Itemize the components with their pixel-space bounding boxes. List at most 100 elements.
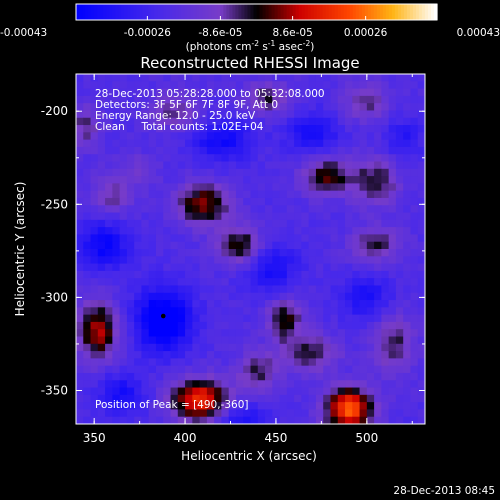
heatmap-cell [250,249,259,257]
heatmap-cell [417,190,426,199]
heatmap-cell [170,285,179,294]
heatmap-cell [250,329,259,337]
heatmap-cell [163,372,171,381]
heatmap-cell [235,263,244,272]
heatmap-cell [359,81,368,89]
heatmap-cell [126,205,135,213]
heatmap-cell [76,321,84,330]
heatmap-cell [112,343,121,352]
heatmap-cell [388,394,397,403]
heatmap-cell [279,190,288,199]
heatmap-cell [97,234,106,243]
heatmap-cell [228,387,237,396]
heatmap-cell [323,234,331,243]
heatmap-cell [257,278,266,286]
heatmap-cell [388,88,397,97]
heatmap-cell [374,74,382,82]
heatmap-cell [330,365,339,374]
heatmap-cell [235,380,244,388]
heatmap-cell [337,307,346,316]
heatmap-cell [301,394,310,403]
heatmap-cell [155,219,164,228]
heatmap-cell [76,336,84,345]
heatmap-cell [235,300,244,308]
heatmap-cell [315,343,324,352]
heatmap-cell [97,358,106,367]
heatmap-cell [185,351,193,359]
heatmap-cell [330,249,339,257]
heatmap-cell [170,336,179,345]
heatmap-cell [119,321,128,330]
heatmap-cell [286,249,295,257]
heatmap-cell [126,314,135,323]
heatmap-cell [112,212,121,221]
heatmap-cell [257,380,266,388]
heatmap-cell [228,394,237,403]
heatmap-cell [214,88,222,97]
heatmap-cell [294,132,302,141]
heatmap-cell [417,263,426,272]
heatmap-cell [221,74,230,82]
heatmap-cell [221,125,230,133]
heatmap-cell [83,117,91,126]
heatmap-cell [374,197,382,206]
colorbar-segment [85,4,89,20]
heatmap-cell [243,292,251,301]
heatmap-cell [170,321,179,330]
heatmap-cell [97,321,106,330]
heatmap-cell [221,110,230,119]
heatmap-cell [192,125,200,133]
heatmap-cell [257,176,266,184]
heatmap-cell [214,81,222,89]
heatmap-cell [381,168,390,177]
heatmap-cell [214,263,222,272]
heatmap-cell [308,110,317,119]
heatmap-cell [374,307,382,316]
heatmap-cell [374,256,382,264]
heatmap-cell [177,358,186,367]
heatmap-cell [192,300,200,308]
heatmap-cell [279,292,288,301]
heatmap-cell [243,358,251,367]
heatmap-cell [279,125,288,133]
heatmap-cell [214,154,222,162]
colorbar-ticks: -0.00043 -0.00026 -8.6e-05 8.6e-05 0.00026 0.… [0,16,500,39]
heatmap-cell [206,314,215,323]
heatmap-cell [119,176,128,184]
heatmap-cell [170,292,179,301]
heatmap-cell [199,314,208,323]
heatmap-cell [337,300,346,308]
heatmap-cell [228,197,237,206]
heatmap-cell [337,402,346,410]
heatmap-cell [119,197,128,206]
heatmap-cell [235,219,244,228]
heatmap-cell [403,95,411,104]
heatmap-cell [330,139,339,148]
heatmap-cell [221,307,230,316]
heatmap-cell [308,234,317,243]
heatmap-cell [90,285,99,294]
heatmap-cell [105,387,113,396]
heatmap-cell [185,278,193,286]
heatmap-cell [308,190,317,199]
heatmap-cell [97,95,106,104]
heatmap-cell [185,256,193,264]
heatmap-cell [199,197,208,206]
heatmap-cell [141,197,150,206]
heatmap-cell [170,95,179,104]
heatmap-cell [126,139,135,148]
heatmap-cell [97,176,106,184]
heatmap-cell [97,205,106,213]
heatmap-cell [177,161,186,170]
heatmap-cell [243,387,251,396]
heatmap-cell [119,249,128,257]
heatmap-cell [83,292,91,301]
heatmap-cell [199,270,208,279]
heatmap-cell [119,168,128,177]
heatmap-cell [250,183,259,192]
colorbar-segment [154,4,158,20]
heatmap-cell [170,139,179,148]
heatmap-cell [323,249,331,257]
heatmap-cell [366,212,375,221]
heatmap-cell [257,358,266,367]
